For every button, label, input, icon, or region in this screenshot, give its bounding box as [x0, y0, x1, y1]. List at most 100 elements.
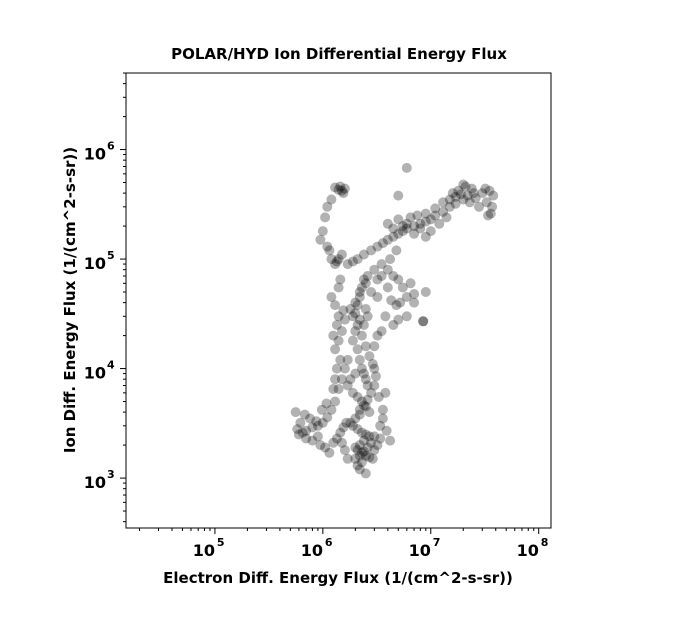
data-point: [345, 304, 356, 314]
data-point: [331, 363, 342, 374]
data-point: [362, 311, 373, 322]
data-point: [366, 387, 377, 398]
data-point: [354, 314, 365, 325]
data-point: [358, 446, 369, 457]
data-point: [372, 274, 383, 285]
data-point: [409, 297, 420, 308]
data-point: [350, 326, 361, 337]
data-point: [401, 223, 412, 234]
data-point: [336, 185, 347, 196]
data-point: [335, 354, 346, 365]
data-point: [350, 442, 361, 453]
data-point: [364, 407, 375, 418]
data-point: [367, 453, 378, 464]
data-point: [356, 457, 367, 468]
data-point: [393, 314, 404, 325]
data-point: [342, 453, 353, 464]
data-point: [438, 206, 449, 217]
data-point: [376, 271, 387, 281]
data-point: [391, 300, 402, 311]
data-point: [358, 274, 369, 285]
data-point: [347, 387, 358, 398]
x-tick-label: 10 7: [409, 536, 441, 560]
data-point: [430, 210, 441, 221]
data-point: [377, 238, 388, 249]
data-point: [372, 241, 383, 252]
data-point: [375, 420, 386, 431]
data-point: [420, 231, 431, 242]
data-point: [385, 254, 396, 265]
data-point: [350, 453, 361, 464]
data-point: [342, 259, 353, 270]
data-point: [460, 181, 471, 192]
data-point: [331, 433, 342, 444]
data-point: [388, 320, 399, 330]
data-point: [292, 424, 303, 435]
data-point: [425, 226, 436, 237]
data-point: [438, 197, 449, 208]
data-point: [409, 289, 420, 299]
x-tick-label: 10 5: [193, 536, 225, 560]
data-point: [425, 214, 436, 225]
x-tick-base: 10: [301, 541, 323, 560]
axis-ticks: [120, 72, 540, 534]
y-tick-label: 10 4: [84, 359, 115, 383]
data-point: [372, 440, 383, 451]
data-point: [317, 417, 328, 428]
data-point: [360, 429, 371, 440]
x-tick-exponent: 7: [433, 536, 441, 549]
data-point: [356, 447, 367, 458]
data-point: [369, 431, 380, 442]
data-point: [393, 228, 404, 239]
data-point: [293, 429, 304, 440]
data-point: [301, 433, 312, 444]
data-point: [315, 440, 326, 451]
data-point: [386, 295, 397, 306]
plot-frame: [125, 72, 552, 529]
data-point: [382, 282, 393, 293]
data-point: [360, 450, 371, 461]
data-point: [377, 413, 388, 424]
y-tick-exponent: 6: [107, 140, 115, 153]
scatter-points: [290, 162, 499, 479]
data-point: [307, 422, 318, 433]
data-point: [447, 188, 458, 199]
data-point: [338, 422, 349, 433]
data-point: [474, 201, 484, 212]
data-point: [352, 344, 363, 355]
data-point: [450, 198, 461, 209]
data-point: [369, 380, 380, 391]
data-point: [328, 384, 339, 394]
data-point: [350, 368, 361, 379]
data-point: [331, 320, 342, 330]
data-point: [367, 359, 378, 369]
data-point: [295, 417, 306, 428]
data-point: [401, 162, 412, 173]
data-point: [335, 427, 346, 438]
data-point: [326, 292, 337, 302]
data-point: [393, 274, 404, 285]
data-point: [330, 396, 341, 407]
data-point: [466, 183, 477, 194]
data-point: [409, 228, 420, 239]
data-point: [338, 188, 349, 199]
data-point: [354, 354, 365, 365]
data-point: [324, 447, 335, 458]
x-axis-label: Electron Diff. Energy Flux (1/(cm^2-s-sr…: [163, 569, 513, 587]
data-point: [401, 218, 412, 229]
data-point: [372, 330, 383, 341]
x-tick-label: 10 8: [517, 536, 549, 560]
x-tick-label: 10 6: [301, 536, 333, 560]
data-point: [322, 201, 333, 212]
chart-title: POLAR/HYD Ion Differential Energy Flux: [171, 45, 507, 63]
data-point: [322, 412, 333, 423]
data-point: [381, 425, 392, 436]
data-point: [370, 371, 381, 382]
data-point: [382, 218, 393, 229]
data-point: [415, 218, 426, 229]
data-point: [369, 341, 380, 352]
data-point: [360, 401, 371, 412]
data-point: [330, 374, 341, 385]
y-tick-base: 10: [84, 364, 106, 383]
